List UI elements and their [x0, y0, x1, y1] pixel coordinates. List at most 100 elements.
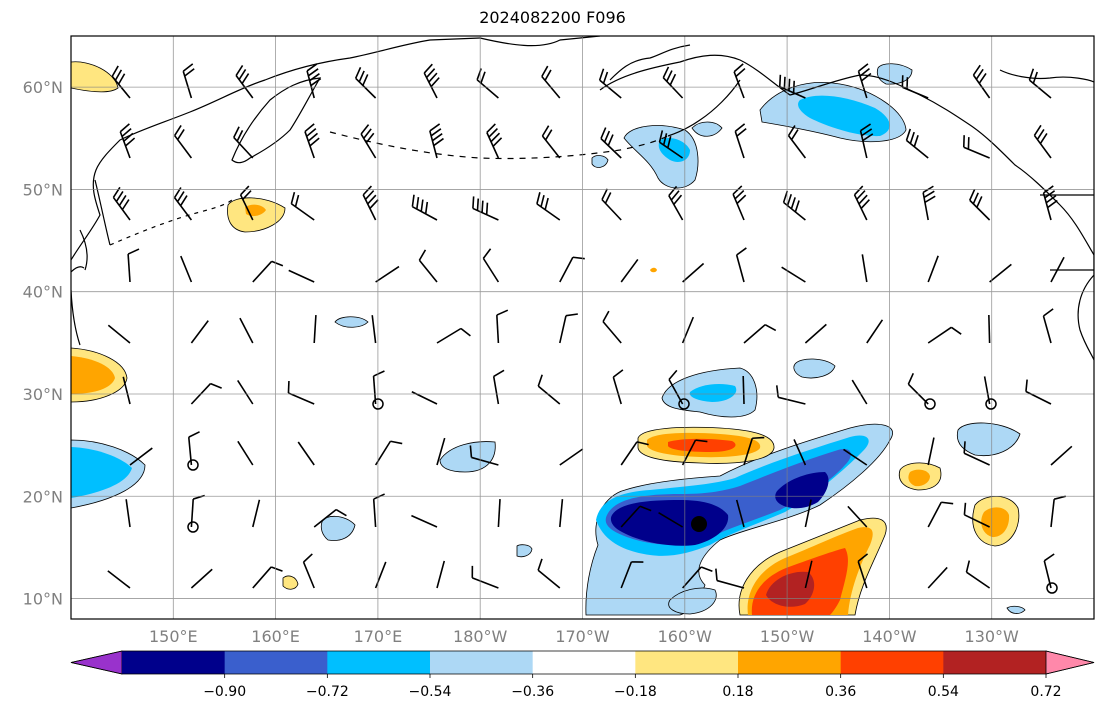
colorbar-segment	[840, 651, 944, 674]
wind-barb	[857, 63, 872, 99]
colorbar-segment	[532, 651, 636, 674]
wind-barb	[559, 499, 564, 528]
wind-barb	[252, 499, 261, 528]
wind-barb	[190, 568, 213, 589]
wind-barb	[658, 130, 684, 159]
wind-barb	[847, 505, 868, 528]
contour-pos-0.18-dot	[650, 267, 657, 273]
wind-barb	[963, 502, 990, 528]
colorbar-segment	[943, 651, 1047, 674]
colorbar-label: −0.90	[203, 684, 246, 700]
wind-barb	[861, 254, 868, 283]
colorbar-extend-max	[1045, 650, 1095, 675]
colorbar-label: 0.72	[1030, 684, 1061, 700]
wind-barb	[537, 374, 561, 405]
wind-barb	[735, 247, 747, 283]
wind-barb	[804, 499, 812, 528]
wind-barb	[354, 67, 377, 99]
wind-barb	[682, 566, 713, 589]
calm-circle-marker	[1046, 582, 1058, 594]
wind-barb	[927, 255, 939, 283]
wind-barb	[922, 185, 936, 221]
wind-barb	[429, 123, 444, 159]
wind-barb	[668, 185, 684, 221]
colorbar-segment	[122, 651, 226, 674]
wind-barb	[927, 566, 948, 589]
wind-barb	[612, 369, 624, 405]
contour-neg-0.18-e-25n	[956, 422, 1021, 457]
wind-barb	[1042, 185, 1058, 221]
wind-barb	[742, 375, 745, 405]
wind-barb	[306, 63, 322, 99]
wind-barb	[536, 192, 561, 221]
lat-tick-label: 20°N	[23, 487, 63, 506]
wind-barb	[129, 447, 153, 466]
contour-neg-0.36-west	[71, 447, 132, 498]
colorbar-extend-min	[70, 650, 123, 675]
lat-tick-label: 30°N	[23, 385, 63, 404]
wind-barb	[1033, 124, 1052, 159]
lon-tick-label: 170°W	[555, 627, 610, 646]
wind-barb	[541, 65, 561, 99]
wind-barb	[866, 319, 884, 344]
wind-barb	[313, 315, 317, 344]
latitude-tick-labels: 10°N 20°N 30°N 40°N 50°N 60°N	[23, 78, 63, 608]
map-title: 2024082200 F096	[479, 8, 626, 27]
wind-barb	[469, 445, 499, 466]
calm-circle-marker	[187, 459, 199, 471]
wind-barb	[905, 128, 929, 159]
lat-tick-label: 10°N	[23, 590, 63, 609]
wind-barb	[963, 441, 990, 466]
colorbar-label: 0.54	[928, 684, 959, 700]
coastlines	[71, 36, 1094, 361]
wind-barb	[804, 323, 827, 344]
wind-barb	[302, 553, 315, 589]
contour-neg-0.18-e-33n	[793, 358, 836, 379]
wind-barb	[859, 123, 874, 159]
wind-barb	[620, 561, 644, 589]
map-markers	[187, 398, 1058, 594]
contour-pos-0.36-east-140w	[908, 469, 930, 487]
wind-barb	[787, 125, 807, 159]
lat-tick-label: 50°N	[23, 180, 63, 199]
contour-neg-0.18-small-se	[1006, 605, 1026, 614]
contour-neg-0.72-central-band	[610, 472, 829, 546]
wind-barb	[804, 560, 813, 589]
contour-neg-0.18-small-s	[516, 544, 533, 558]
contour-pos-0.36-west	[71, 356, 115, 394]
lat-tick-label: 40°N	[23, 283, 63, 302]
wind-barb	[362, 185, 379, 221]
wind-barb	[620, 441, 649, 466]
wind-barb	[288, 269, 315, 283]
wind-barb	[781, 266, 806, 283]
wind-barb	[601, 188, 622, 221]
wind-barb	[239, 317, 254, 344]
colorbar-label: 0.36	[825, 684, 856, 700]
colorbar: −0.90 −0.72 −0.54 −0.36 −0.18 0.18 0.36 0.54 0.7…	[70, 650, 1095, 700]
wind-barb	[233, 126, 254, 159]
wind-barb	[853, 185, 870, 221]
calm-circle-marker	[678, 398, 690, 410]
wind-barb	[857, 553, 869, 589]
calm-circle-marker	[924, 398, 936, 410]
wind-barb	[375, 265, 400, 283]
wind-barb	[843, 448, 868, 466]
contour-neg-0.18-alaska-pen	[691, 121, 723, 137]
wind-barb	[127, 248, 140, 283]
wind-barb	[436, 437, 446, 466]
wind-barb	[107, 324, 131, 344]
calm-circle-marker	[985, 398, 997, 410]
wind-barb	[598, 68, 622, 99]
colorbar-label: −0.54	[409, 684, 452, 700]
coastline-alaska-pen	[667, 79, 741, 137]
wind-barb	[374, 440, 403, 466]
coastline-canada-border	[999, 69, 1094, 83]
wind-barb	[436, 327, 471, 344]
wind-barb	[972, 64, 991, 99]
wind-barb	[122, 376, 131, 405]
contour-neg-0.18-sw-aleutian	[591, 155, 609, 168]
wind-barb	[1050, 256, 1065, 283]
wind-barb	[620, 505, 652, 528]
lon-tick-label: 180°W	[453, 627, 508, 646]
